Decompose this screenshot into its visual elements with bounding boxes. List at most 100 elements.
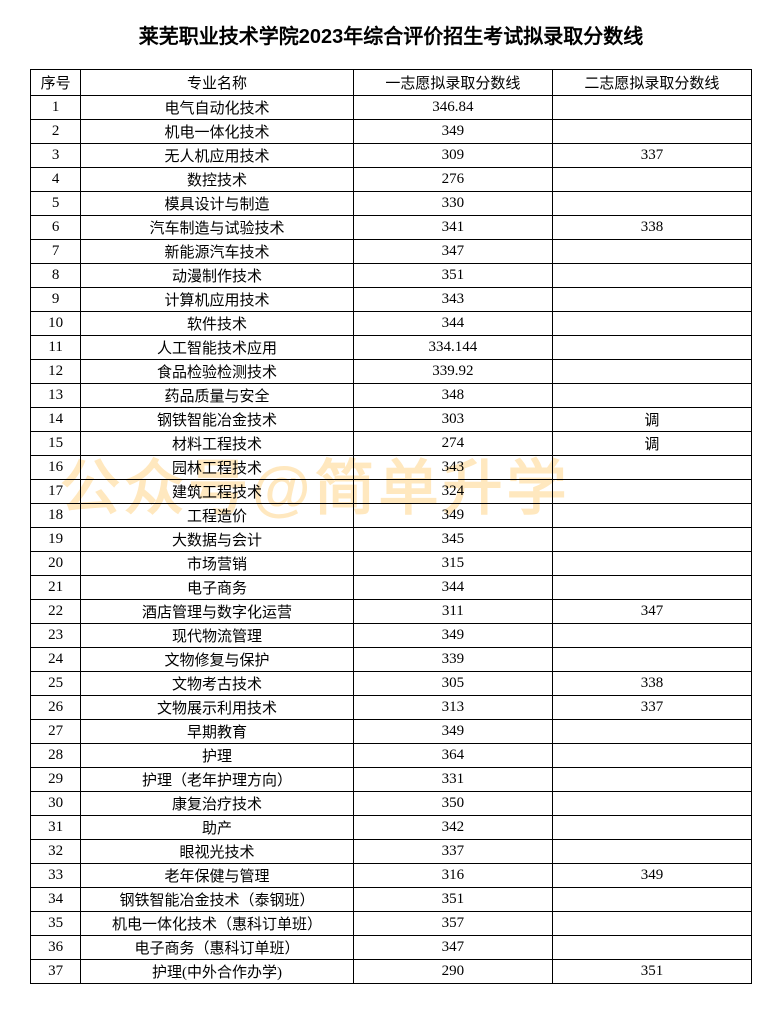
cell-score2 xyxy=(552,288,751,312)
cell-seq: 30 xyxy=(31,792,81,816)
cell-score1: 350 xyxy=(353,792,552,816)
cell-score2 xyxy=(552,120,751,144)
cell-score1: 274 xyxy=(353,432,552,456)
cell-score1: 349 xyxy=(353,624,552,648)
table-row: 35机电一体化技术（惠科订单班）357 xyxy=(31,912,752,936)
cell-seq: 15 xyxy=(31,432,81,456)
cell-score1: 334.144 xyxy=(353,336,552,360)
cell-seq: 37 xyxy=(31,960,81,984)
cell-name: 眼视光技术 xyxy=(81,840,353,864)
cell-seq: 10 xyxy=(31,312,81,336)
table-row: 32眼视光技术337 xyxy=(31,840,752,864)
cell-score1: 313 xyxy=(353,696,552,720)
cell-name: 无人机应用技术 xyxy=(81,144,353,168)
cell-seq: 36 xyxy=(31,936,81,960)
table-row: 37护理(中外合作办学)290351 xyxy=(31,960,752,984)
table-row: 15材料工程技术274调 xyxy=(31,432,752,456)
cell-score2 xyxy=(552,552,751,576)
cell-name: 早期教育 xyxy=(81,720,353,744)
cell-name: 材料工程技术 xyxy=(81,432,353,456)
table-row: 36电子商务（惠科订单班）347 xyxy=(31,936,752,960)
cell-score1: 337 xyxy=(353,840,552,864)
cell-score1: 309 xyxy=(353,144,552,168)
cell-score2: 调 xyxy=(552,408,751,432)
cell-score1: 339.92 xyxy=(353,360,552,384)
cell-seq: 34 xyxy=(31,888,81,912)
cell-score2 xyxy=(552,648,751,672)
cell-score2 xyxy=(552,720,751,744)
cell-name: 护理 xyxy=(81,744,353,768)
cell-seq: 14 xyxy=(31,408,81,432)
cell-score1: 349 xyxy=(353,720,552,744)
cell-seq: 24 xyxy=(31,648,81,672)
cell-seq: 21 xyxy=(31,576,81,600)
cell-score2 xyxy=(552,360,751,384)
cell-score2 xyxy=(552,456,751,480)
cell-score1: 364 xyxy=(353,744,552,768)
cell-score2 xyxy=(552,336,751,360)
cell-score2: 338 xyxy=(552,672,751,696)
header-score1: 一志愿拟录取分数线 xyxy=(353,70,552,96)
cell-score1: 357 xyxy=(353,912,552,936)
table-row: 4数控技术276 xyxy=(31,168,752,192)
table-row: 8动漫制作技术351 xyxy=(31,264,752,288)
cell-score2 xyxy=(552,624,751,648)
cell-score1: 351 xyxy=(353,264,552,288)
cell-name: 药品质量与安全 xyxy=(81,384,353,408)
cell-score2: 338 xyxy=(552,216,751,240)
cell-name: 酒店管理与数字化运营 xyxy=(81,600,353,624)
table-row: 24文物修复与保护339 xyxy=(31,648,752,672)
cell-score1: 305 xyxy=(353,672,552,696)
cell-score1: 347 xyxy=(353,240,552,264)
cell-seq: 27 xyxy=(31,720,81,744)
cell-seq: 11 xyxy=(31,336,81,360)
cell-seq: 23 xyxy=(31,624,81,648)
table-row: 16园林工程技术343 xyxy=(31,456,752,480)
cell-seq: 31 xyxy=(31,816,81,840)
cell-score1: 344 xyxy=(353,576,552,600)
cell-name: 动漫制作技术 xyxy=(81,264,353,288)
cell-score1: 341 xyxy=(353,216,552,240)
header-name: 专业名称 xyxy=(81,70,353,96)
cell-score2 xyxy=(552,936,751,960)
cell-score2 xyxy=(552,576,751,600)
cell-score2 xyxy=(552,768,751,792)
table-row: 30康复治疗技术350 xyxy=(31,792,752,816)
cell-name: 建筑工程技术 xyxy=(81,480,353,504)
table-row: 25文物考古技术305338 xyxy=(31,672,752,696)
table-row: 13药品质量与安全348 xyxy=(31,384,752,408)
cell-seq: 13 xyxy=(31,384,81,408)
table-row: 6汽车制造与试验技术341338 xyxy=(31,216,752,240)
header-score2: 二志愿拟录取分数线 xyxy=(552,70,751,96)
cell-score1: 316 xyxy=(353,864,552,888)
table-header-row: 序号 专业名称 一志愿拟录取分数线 二志愿拟录取分数线 xyxy=(31,70,752,96)
cell-seq: 25 xyxy=(31,672,81,696)
table-row: 23现代物流管理349 xyxy=(31,624,752,648)
table-row: 3无人机应用技术309337 xyxy=(31,144,752,168)
cell-name: 护理（老年护理方向） xyxy=(81,768,353,792)
cell-score1: 343 xyxy=(353,288,552,312)
cell-name: 老年保健与管理 xyxy=(81,864,353,888)
cell-seq: 5 xyxy=(31,192,81,216)
cell-score2: 351 xyxy=(552,960,751,984)
cell-score1: 339 xyxy=(353,648,552,672)
cell-seq: 18 xyxy=(31,504,81,528)
cell-score1: 315 xyxy=(353,552,552,576)
cell-score2 xyxy=(552,96,751,120)
cell-score2 xyxy=(552,264,751,288)
score-table: 序号 专业名称 一志愿拟录取分数线 二志愿拟录取分数线 1电气自动化技术346.… xyxy=(30,69,752,984)
cell-score1: 342 xyxy=(353,816,552,840)
cell-score1: 349 xyxy=(353,120,552,144)
table-row: 10软件技术344 xyxy=(31,312,752,336)
table-row: 19大数据与会计345 xyxy=(31,528,752,552)
table-row: 9计算机应用技术343 xyxy=(31,288,752,312)
cell-seq: 4 xyxy=(31,168,81,192)
cell-name: 模具设计与制造 xyxy=(81,192,353,216)
cell-seq: 3 xyxy=(31,144,81,168)
cell-seq: 26 xyxy=(31,696,81,720)
cell-score2 xyxy=(552,312,751,336)
cell-score2: 调 xyxy=(552,432,751,456)
table-row: 20市场营销315 xyxy=(31,552,752,576)
cell-seq: 1 xyxy=(31,96,81,120)
table-row: 26文物展示利用技术313337 xyxy=(31,696,752,720)
